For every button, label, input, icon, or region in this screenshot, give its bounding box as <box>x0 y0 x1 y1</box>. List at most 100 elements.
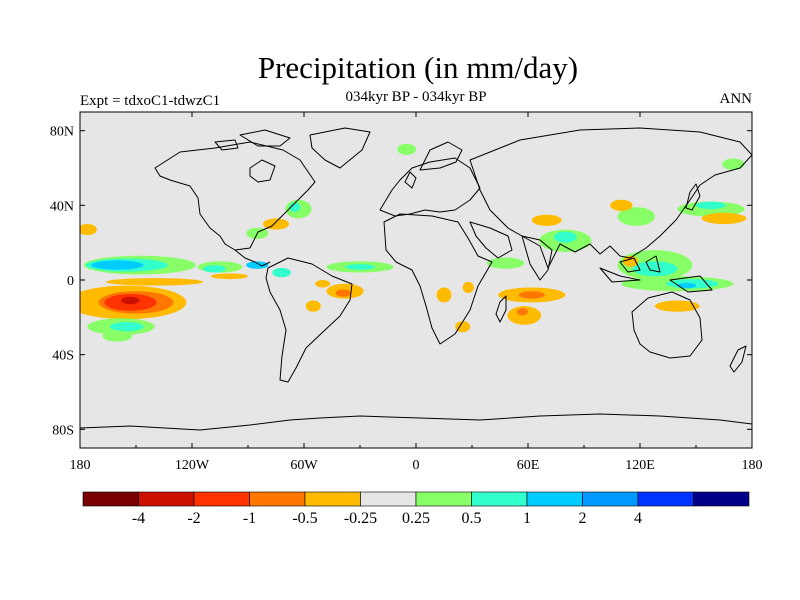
anomaly-blob <box>486 257 525 269</box>
anomaly-blob <box>335 289 351 297</box>
anomaly-blob <box>531 214 562 226</box>
time-period-label: 034kyr BP - 034kyr BP <box>345 89 487 105</box>
anomaly-blob <box>91 260 144 270</box>
x-tick-label: 60W <box>290 458 318 473</box>
experiment-label: Expt = tdxoC1-tdwzC1 <box>80 93 221 109</box>
colorbar-swatch <box>138 491 195 507</box>
uk-coast <box>404 171 417 189</box>
anomaly-region-north-pacific-dry-west <box>80 224 97 236</box>
anomaly-region-east-pacific-dry-strip <box>106 273 248 286</box>
anomaly-blob <box>455 321 471 333</box>
arabia-coast <box>469 221 513 259</box>
central-america-coast <box>234 249 271 267</box>
anomaly-blob <box>106 278 204 286</box>
anomaly-blob <box>722 158 745 170</box>
y-tick-label: 40N <box>50 199 74 214</box>
colorbar: -4 -2 -1 -0.5 -0.25 0.25 0.5 1 2 4 <box>82 491 750 527</box>
hudson-bay <box>249 159 276 183</box>
y-tick-label: 0 <box>67 274 74 289</box>
new-zealand-coast <box>729 345 747 373</box>
anomaly-region-south-asia-monsoon-wet <box>486 214 592 269</box>
colorbar-label: 2 <box>579 510 587 527</box>
anomaly-region-west-pacific-wet <box>617 201 745 292</box>
colorbar-swatch <box>193 491 250 507</box>
anomaly-blob <box>677 282 697 289</box>
x-tick-label: 120W <box>175 458 210 473</box>
anomaly-region-arctic-wet <box>397 143 745 170</box>
colorbar-label: 4 <box>634 510 642 527</box>
anomaly-blob <box>617 207 655 226</box>
australia-coast <box>631 291 703 359</box>
colorbar-swatch <box>249 491 306 507</box>
y-tick-label: 40S <box>52 349 74 364</box>
chart-title: Precipitation (in mm/day) <box>257 50 579 85</box>
japan-coast <box>685 183 701 211</box>
colorbar-swatch <box>693 491 750 507</box>
colorbar-swatch <box>82 491 139 507</box>
arctic-islands <box>214 129 291 151</box>
anomaly-blob <box>696 201 726 210</box>
y-tick-label: 80N <box>50 125 74 140</box>
anomaly-blob <box>610 199 633 211</box>
anomaly-blob <box>210 273 248 280</box>
anomaly-blob <box>436 287 452 303</box>
colorbar-label: -0.5 <box>292 510 317 527</box>
anomaly-blob <box>305 300 321 312</box>
colorbar-swatch <box>526 491 583 507</box>
anomaly-blob <box>701 212 747 224</box>
antarctica-coast <box>80 413 752 431</box>
x-tick-label: 120E <box>625 458 655 473</box>
coastlines <box>80 127 752 431</box>
colorbar-swatch <box>471 491 528 507</box>
anomaly-blob <box>345 264 375 270</box>
x-tick-label: 0 <box>413 458 420 473</box>
season-label: ANN <box>719 91 753 107</box>
anomaly-blob <box>516 308 529 316</box>
colorbar-label: -4 <box>132 510 145 527</box>
x-tick-label: 180 <box>742 458 763 473</box>
anomaly-blob <box>109 322 144 332</box>
colorbar-label: -2 <box>187 510 200 527</box>
anomaly-layer <box>80 143 747 342</box>
colorbar-label: 1 <box>523 510 531 527</box>
anomaly-blob <box>315 280 331 288</box>
anomaly-blob <box>397 143 416 155</box>
anomaly-blob <box>203 265 226 273</box>
colorbar-label: -0.25 <box>344 510 377 527</box>
asia-coast <box>469 127 752 269</box>
anomaly-blob <box>102 330 133 342</box>
india-coast <box>521 235 553 281</box>
greenland-coast <box>309 127 371 169</box>
x-tick-label: 60E <box>517 458 540 473</box>
anomaly-region-north-pacific-itcz-wet <box>83 255 243 275</box>
anomaly-blob <box>632 261 678 277</box>
anomaly-blob <box>289 202 301 212</box>
anomaly-blob <box>554 231 577 243</box>
anomaly-blob <box>462 281 474 294</box>
y-tick-label: 80S <box>52 423 74 438</box>
colorbar-label: -1 <box>243 510 256 527</box>
europe-coast <box>379 157 481 217</box>
anomaly-blob <box>80 224 97 236</box>
colorbar-swatch <box>637 491 694 507</box>
scandinavia-coast <box>419 141 463 171</box>
maritime-continent-coast <box>599 255 713 293</box>
anomaly-blob <box>121 296 140 305</box>
anomaly-region-brazil-dry <box>305 280 364 312</box>
anomaly-blob <box>507 306 542 325</box>
anomaly-blob <box>654 300 700 312</box>
colorbar-swatch <box>415 491 472 507</box>
x-tick-label: 180 <box>70 458 91 473</box>
anomaly-region-central-pacific-dry <box>80 285 187 320</box>
anomaly-blob <box>246 261 269 269</box>
colorbar-label: 0.25 <box>402 510 430 527</box>
south-america-coast <box>265 257 353 383</box>
colorbar-swatch <box>582 491 639 507</box>
axes: 180 120W 60W 0 60E 120E 180 80N 40N 0 40S 80S <box>50 112 763 473</box>
africa-coast <box>383 213 493 345</box>
north-america-coast <box>154 141 316 251</box>
anomaly-region-atlantic-itcz-wet <box>246 261 394 278</box>
anomaly-region-south-pacific-wet <box>87 318 155 342</box>
madagascar-coast <box>495 295 507 323</box>
